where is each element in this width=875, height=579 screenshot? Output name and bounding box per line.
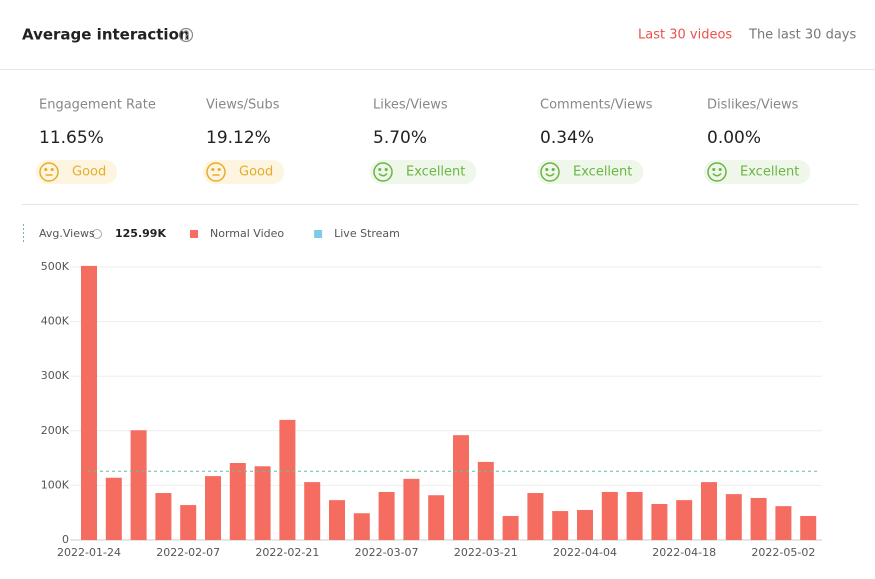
bar <box>378 491 395 540</box>
tab[interactable]: Last 30 videos <box>638 28 732 43</box>
x-tick-label: 2022-02-07 <box>156 546 220 559</box>
rating-text: Excellent <box>740 165 799 180</box>
icon-eye <box>712 167 716 172</box>
rating-text: Good <box>72 165 106 180</box>
rating-icon <box>39 162 59 182</box>
bar <box>626 491 643 540</box>
bar <box>403 478 420 540</box>
y-tick-label: 400K <box>41 315 70 328</box>
bar <box>701 482 717 540</box>
bar <box>428 495 445 540</box>
metric-value: 19.12% <box>206 128 271 148</box>
icon-eye <box>718 167 722 172</box>
bar <box>81 265 97 540</box>
bar <box>304 482 321 540</box>
bar <box>205 476 221 540</box>
y-tick-label: 100K <box>41 478 70 491</box>
rating-text: Good <box>239 165 273 180</box>
help-icon <box>92 229 102 239</box>
metric-value: 0.34% <box>540 128 594 148</box>
metric-value: 11.65% <box>39 128 104 148</box>
legend-swatch <box>314 230 323 238</box>
icon-face <box>707 162 727 182</box>
bar <box>676 500 693 540</box>
icon-mouth <box>712 172 722 177</box>
bar <box>552 511 569 540</box>
bar <box>254 466 271 540</box>
bar <box>279 419 296 540</box>
y-tick-label: 0 <box>62 533 69 546</box>
x-tick-label: 2022-03-21 <box>454 546 518 559</box>
bar <box>601 491 618 540</box>
bar <box>800 515 817 540</box>
x-tick-label: 2022-04-18 <box>652 546 716 559</box>
icon-eye <box>384 167 388 172</box>
bar <box>155 493 172 540</box>
metric-value: 5.70% <box>373 128 427 148</box>
rating-icon <box>707 162 727 182</box>
section-title: Average interaction <box>22 26 190 44</box>
bar <box>775 506 792 540</box>
bar <box>180 505 197 540</box>
icon-eye <box>378 167 382 172</box>
tab[interactable]: The last 30 days <box>748 28 856 43</box>
y-tick-label: 200K <box>41 424 70 437</box>
icon-mouth <box>378 172 388 177</box>
bar <box>130 430 147 540</box>
metric-label: Comments/Views <box>540 98 653 113</box>
bar <box>453 435 469 540</box>
bar <box>353 513 370 540</box>
legend-avg-label: Avg.Views <box>39 227 95 240</box>
y-tick-label: 300K <box>41 369 70 382</box>
rating-text: Excellent <box>573 165 632 180</box>
rating-icon <box>540 162 560 182</box>
legend-avg-value: 125.99K <box>115 227 166 240</box>
icon-face <box>540 162 560 182</box>
icon-eye <box>211 167 215 172</box>
bar <box>527 493 544 540</box>
icon-eye <box>545 167 549 172</box>
legend-label: Live Stream <box>334 227 400 240</box>
icon-face <box>39 162 59 182</box>
bar <box>477 461 494 540</box>
bar <box>651 503 668 540</box>
bar <box>105 477 122 540</box>
x-tick-label: 2022-05-02 <box>751 546 815 559</box>
x-tick-label: 2022-04-04 <box>553 546 617 559</box>
bar <box>329 500 345 540</box>
metric-label: Engagement Rate <box>39 98 156 113</box>
icon-eye <box>551 167 555 172</box>
icon-eye <box>217 167 221 172</box>
bar <box>725 494 742 540</box>
rating-badge <box>370 160 477 184</box>
rating-text: Excellent <box>406 165 465 180</box>
rating-badge <box>537 160 644 184</box>
bar <box>750 497 767 540</box>
legend-swatch <box>190 230 198 238</box>
icon-face <box>206 162 226 182</box>
help-icon <box>178 27 194 43</box>
x-tick-label: 2022-03-07 <box>355 546 419 559</box>
bar <box>577 509 593 540</box>
metric-label: Views/Subs <box>206 98 280 113</box>
rating-badge <box>704 160 811 184</box>
metric-value: 0.00% <box>707 128 761 148</box>
bar <box>229 463 246 540</box>
rating-icon <box>373 162 393 182</box>
y-tick-label: 500K <box>41 260 70 273</box>
rating-icon <box>206 162 226 182</box>
icon-face <box>373 162 393 182</box>
legend-label: Normal Video <box>210 227 284 240</box>
icon-eye <box>44 167 48 172</box>
bar <box>502 515 519 540</box>
metric-label: Dislikes/Views <box>707 98 799 113</box>
icon-eye <box>50 167 54 172</box>
metric-label: Likes/Views <box>373 98 448 113</box>
x-tick-label: 2022-01-24 <box>57 546 121 559</box>
icon-mouth <box>545 172 555 177</box>
x-tick-label: 2022-02-21 <box>255 546 319 559</box>
